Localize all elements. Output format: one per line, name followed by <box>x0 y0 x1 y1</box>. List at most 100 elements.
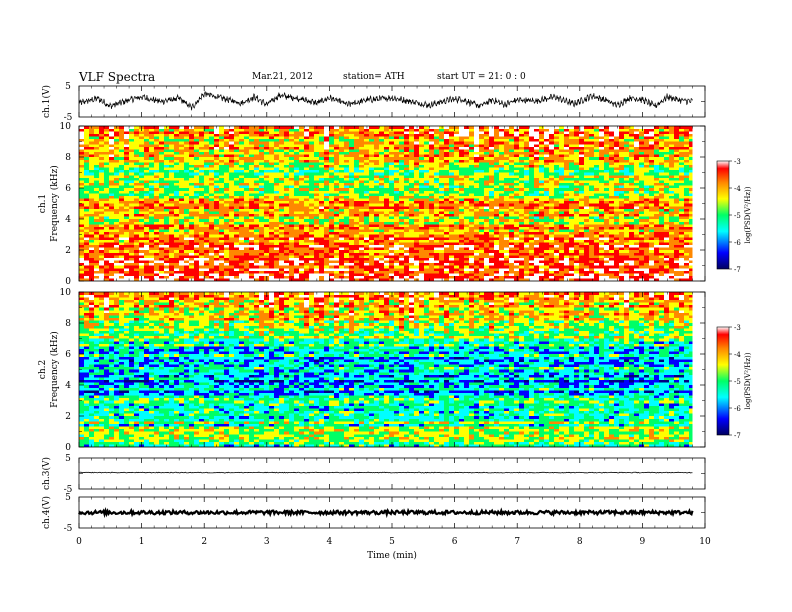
ch1-cell <box>314 188 319 191</box>
ch1-cell <box>489 180 494 184</box>
ch1-cell <box>339 229 344 233</box>
ch1-cell <box>254 265 259 269</box>
ch1-cell <box>674 226 679 230</box>
ch1-cell <box>464 260 469 264</box>
ch1-cell <box>134 195 139 199</box>
ch1-cell <box>614 242 619 246</box>
ch1-cell <box>574 206 579 209</box>
ch1-cell <box>379 229 384 233</box>
ch1-cell <box>244 242 249 246</box>
ch1-cell <box>119 268 124 271</box>
ch1-cell <box>624 188 629 191</box>
ch1-cell <box>399 237 404 240</box>
ch1-cell <box>604 257 609 261</box>
ch1-cell <box>639 188 644 191</box>
ch1-cell <box>459 231 464 235</box>
ch1-cell <box>364 257 369 261</box>
ch1-cell <box>434 265 439 269</box>
ch1-cell <box>554 193 559 196</box>
ch1-cell <box>299 250 304 253</box>
ch1-cell <box>624 211 629 215</box>
ch1-cell <box>469 265 474 269</box>
ch1-cell <box>229 229 234 233</box>
ch1-cell <box>534 185 539 189</box>
ch1-cell <box>614 198 619 202</box>
ch1-cell <box>369 226 374 230</box>
ch1-cell <box>419 265 424 269</box>
ch1-cell <box>479 211 484 215</box>
ch1-cell <box>529 226 534 230</box>
ch1-cell <box>349 193 354 196</box>
ch1-cell <box>314 244 319 248</box>
ch1-cell <box>604 244 609 248</box>
ch1-cell <box>214 268 219 271</box>
ch1-cell <box>484 208 489 212</box>
ch1-cell <box>559 260 564 264</box>
ch1-cell <box>159 257 164 261</box>
ch1-cell <box>604 219 609 222</box>
ch1-cell <box>319 257 324 261</box>
ch1-cell <box>144 255 149 258</box>
ch1-cell <box>159 200 164 204</box>
ch1-cell <box>134 252 139 256</box>
ch1-cell <box>644 270 649 274</box>
ch1-cell <box>274 188 279 191</box>
ch1-cell <box>674 242 679 246</box>
ch1-cell <box>84 231 89 235</box>
ch1-cell <box>534 262 539 266</box>
ch1-cell <box>229 182 234 186</box>
ch1-cell <box>324 206 329 209</box>
ch1-cell <box>649 208 654 212</box>
ch1-cell <box>409 193 414 196</box>
ch1-cell <box>544 278 549 282</box>
ch1-cell <box>334 182 339 186</box>
ch1-cell <box>329 182 334 186</box>
ch1-cell <box>534 200 539 204</box>
ch1-cell <box>219 270 224 274</box>
ch1-cell <box>179 234 184 238</box>
ch1-cell <box>409 268 414 271</box>
ch1-cell <box>229 221 234 225</box>
ch1-cell <box>79 216 84 220</box>
ch1-cell <box>684 182 689 186</box>
ch1-cell <box>294 265 299 269</box>
ch1-cell <box>114 255 119 258</box>
ch1-cell <box>369 265 374 269</box>
ch1-cell <box>564 273 569 277</box>
ch1-cell <box>354 257 359 261</box>
ch1-cell <box>589 208 594 212</box>
ch1-cell <box>139 255 144 258</box>
ch1-cell <box>359 226 364 230</box>
ch1-cell <box>364 185 369 189</box>
ch1-cell <box>379 226 384 230</box>
ch1-cell <box>84 185 89 189</box>
ch1-cell <box>584 250 589 253</box>
ch1-cell <box>594 231 599 235</box>
ch1-cell <box>184 193 189 196</box>
ch1-cell <box>644 211 649 215</box>
ch1-cell <box>219 244 224 248</box>
ch1-cell <box>179 226 184 230</box>
ch1-cell <box>99 188 104 191</box>
ch1-cell <box>189 221 194 225</box>
ch1-cell <box>184 268 189 271</box>
ch1-cell <box>434 221 439 225</box>
ch1-cell <box>669 216 674 220</box>
ch1-cell <box>419 219 424 222</box>
ch1-cell <box>664 268 669 271</box>
ch1-cell <box>309 255 314 258</box>
ch1-cell <box>164 265 169 269</box>
ch1-cell <box>154 221 159 225</box>
ch1-cell <box>589 234 594 238</box>
ch1-cell <box>519 260 524 264</box>
ch1-cell <box>329 237 334 240</box>
ch1-cell <box>349 265 354 269</box>
ch1-cell <box>319 273 324 277</box>
ch1-cell <box>549 216 554 220</box>
ch1-cell <box>194 180 199 184</box>
ch1-cell <box>169 224 174 227</box>
ch1-cell <box>629 193 634 196</box>
ch1-cell <box>419 193 424 196</box>
ch1-cell <box>619 260 624 264</box>
ch1-cell <box>404 229 409 233</box>
